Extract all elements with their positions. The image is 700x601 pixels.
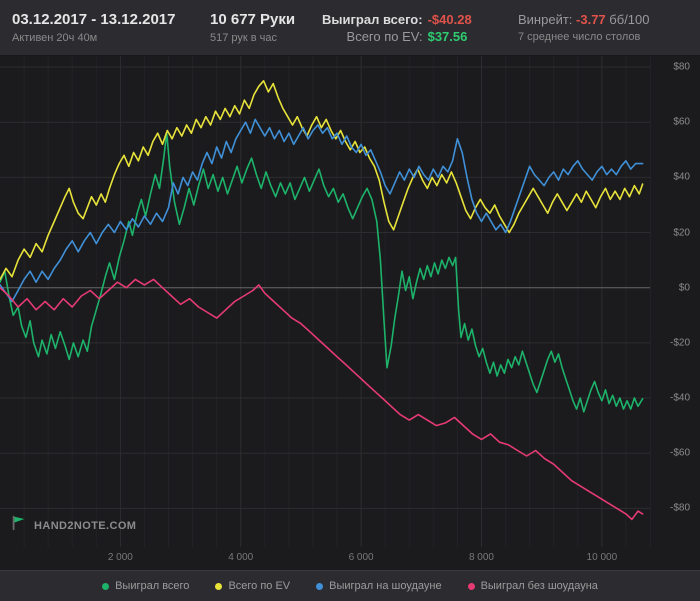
x-axis: 2 000 4 000 6 000 8 000 10 000	[0, 547, 650, 570]
x-axis-label: 8 000	[468, 552, 494, 563]
legend-item-showdown[interactable]: Выиграл на шоудауне	[316, 580, 442, 592]
winnings-group: Выиграл всего: -$40.28 Всего по EV: $37.…	[322, 12, 518, 44]
legend-item-ev[interactable]: Всего по EV	[215, 580, 290, 592]
winrate-label: Винрейт:	[518, 11, 573, 27]
legend-item-non-showdown[interactable]: Выиграл без шоудауна	[467, 580, 598, 592]
y-axis-label: $60	[673, 116, 690, 128]
avg-tables: 7 среднее число столов	[518, 31, 641, 44]
won-total-label: Выиграл всего:	[322, 11, 423, 27]
y-axis-label: -$40	[669, 392, 690, 404]
legend-dot-green	[102, 582, 110, 590]
stats-header: 03.12.2017 - 13.12.2017 Активен 20ч 40м …	[0, 0, 700, 56]
y-axis-label: $20	[673, 227, 690, 239]
active-time: Активен 20ч 40м	[12, 32, 98, 44]
legend: Выиграл всего Всего по EV Выиграл на шоу…	[0, 570, 700, 601]
hands-group: 10 677 Руки 517 рук в час	[210, 11, 322, 44]
legend-item-won-total[interactable]: Выиграл всего	[102, 580, 189, 592]
legend-label: Выиграл всего	[115, 580, 190, 592]
chart-canvas[interactable]	[0, 56, 650, 547]
won-total-value: -$40.28	[427, 11, 472, 27]
date-range: 03.12.2017 - 13.12.2017	[12, 11, 176, 28]
hand2note-logo-text: HAND2NOTE.COM	[34, 519, 137, 532]
winrate-group: Винрейт: -3.77 бб/100 7 среднее число ст…	[518, 12, 688, 44]
chart-area: $80 $60 $40 $20 $0 -$20 -$40 -$60 -$80 HAND2NOTE…	[0, 56, 700, 547]
y-axis-label: $80	[673, 61, 690, 73]
ev-total-value: $37.56	[427, 28, 468, 44]
y-axis-label: $0	[678, 282, 690, 294]
legend-label: Всего по EV	[228, 580, 291, 592]
legend-dot-yellow	[215, 582, 223, 590]
hand2note-logo-icon	[10, 514, 28, 537]
legend-dot-blue	[316, 582, 324, 590]
date-range-group: 03.12.2017 - 13.12.2017 Активен 20ч 40м	[12, 11, 210, 44]
x-axis-label: 10 000	[586, 552, 618, 563]
legend-dot-pink	[467, 582, 475, 590]
y-axis-label: -$20	[669, 337, 690, 349]
hand2note-logo: HAND2NOTE.COM	[10, 514, 136, 537]
hands-count: 10 677 Руки	[210, 11, 296, 28]
legend-label: Выиграл на шоудауне	[329, 580, 442, 592]
winrate-value: -3.77	[576, 11, 606, 27]
y-axis-label: $40	[673, 171, 690, 183]
y-axis-label: -$60	[669, 447, 690, 459]
hands-per-hour: 517 рук в час	[210, 32, 278, 44]
y-axis: $80 $60 $40 $20 $0 -$20 -$40 -$60 -$80	[650, 56, 700, 547]
x-axis-label: 4 000	[228, 552, 254, 563]
legend-label: Выиграл без шоудауна	[480, 580, 598, 592]
x-axis-label: 6 000	[348, 552, 374, 563]
winrate-unit: бб/100	[609, 11, 650, 27]
y-axis-label: -$80	[669, 502, 690, 514]
x-axis-label: 2 000	[107, 552, 133, 563]
ev-total-label: Всего по EV:	[346, 28, 423, 44]
